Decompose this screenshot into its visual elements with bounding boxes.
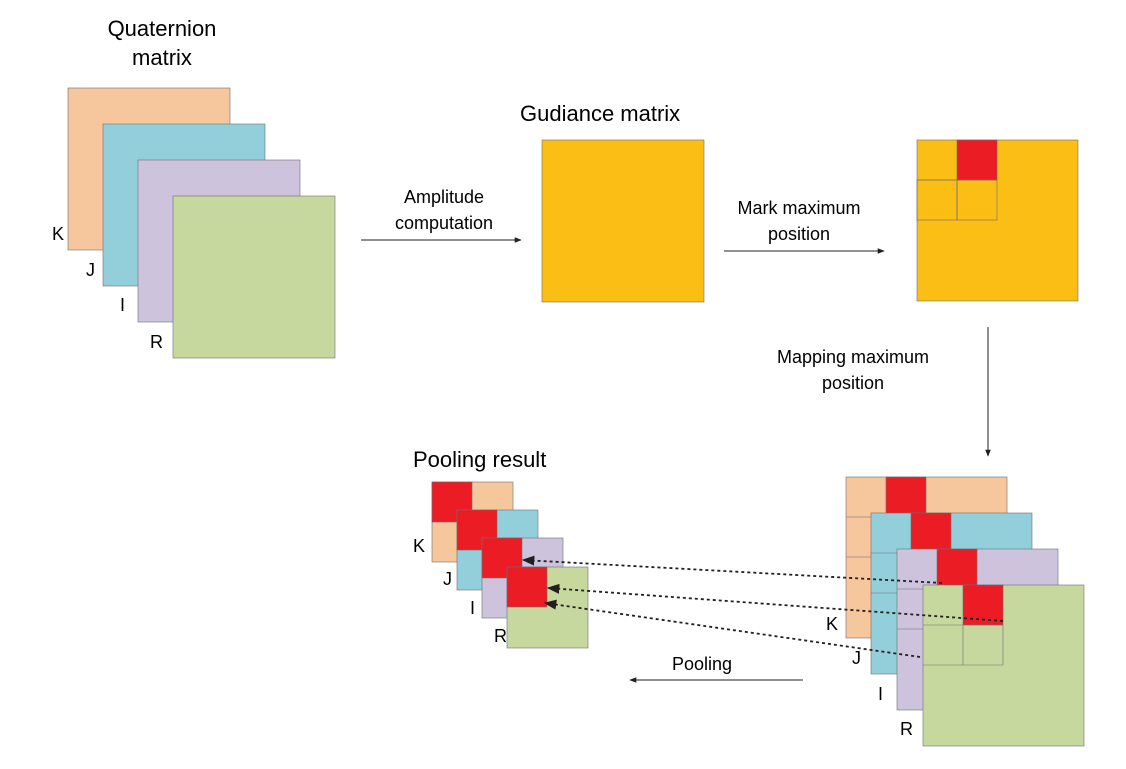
guidance-title: Gudiance matrix — [520, 101, 680, 126]
mapped-j-label: J — [852, 648, 861, 668]
quaternion-r-label: R — [150, 332, 163, 352]
pooled-r-label: R — [494, 626, 507, 646]
mapped-k-label: K — [826, 614, 838, 634]
mark-max-label-line2: position — [768, 224, 830, 244]
amplitude-label-line1: Amplitude — [404, 187, 484, 207]
quaternion-matrix-stack — [67, 87, 336, 359]
mapped-i-label: I — [878, 684, 883, 704]
quaternion-title-line1: Quaternion — [108, 16, 217, 41]
pooling-label: Pooling — [672, 654, 732, 674]
amplitude-label-line2: computation — [395, 213, 493, 233]
quaternion-title-line2: matrix — [132, 45, 192, 70]
max-cell — [956, 139, 998, 181]
mapped-r-label: R — [900, 719, 913, 739]
mark-max-label-line1: Mark maximum — [737, 198, 860, 218]
pooling-result-stack — [431, 481, 589, 649]
pooling-result-title: Pooling result — [413, 447, 546, 472]
quaternion-j-label: J — [86, 260, 95, 280]
quaternion-k-label: K — [52, 224, 64, 244]
marked-guidance-matrix — [916, 139, 1079, 302]
mapping-label-line1: Mapping maximum — [777, 347, 929, 367]
pooled-j-label: J — [443, 569, 452, 589]
dotted-arrow-j — [546, 583, 1004, 622]
guidance-matrix — [541, 139, 705, 303]
mapping-label-line2: position — [822, 373, 884, 393]
pooled-k-label: K — [413, 536, 425, 556]
quaternion-i-label: I — [120, 295, 125, 315]
dotted-mapping-arrows — [521, 555, 1004, 658]
pooled-r-layer — [506, 566, 589, 649]
mapped-quaternion-stack — [845, 476, 1085, 747]
pooled-i-label: I — [470, 598, 475, 618]
mapped-r-layer — [922, 584, 1085, 747]
dotted-arrow-k — [521, 555, 943, 584]
quaternion-r-layer — [172, 195, 336, 359]
